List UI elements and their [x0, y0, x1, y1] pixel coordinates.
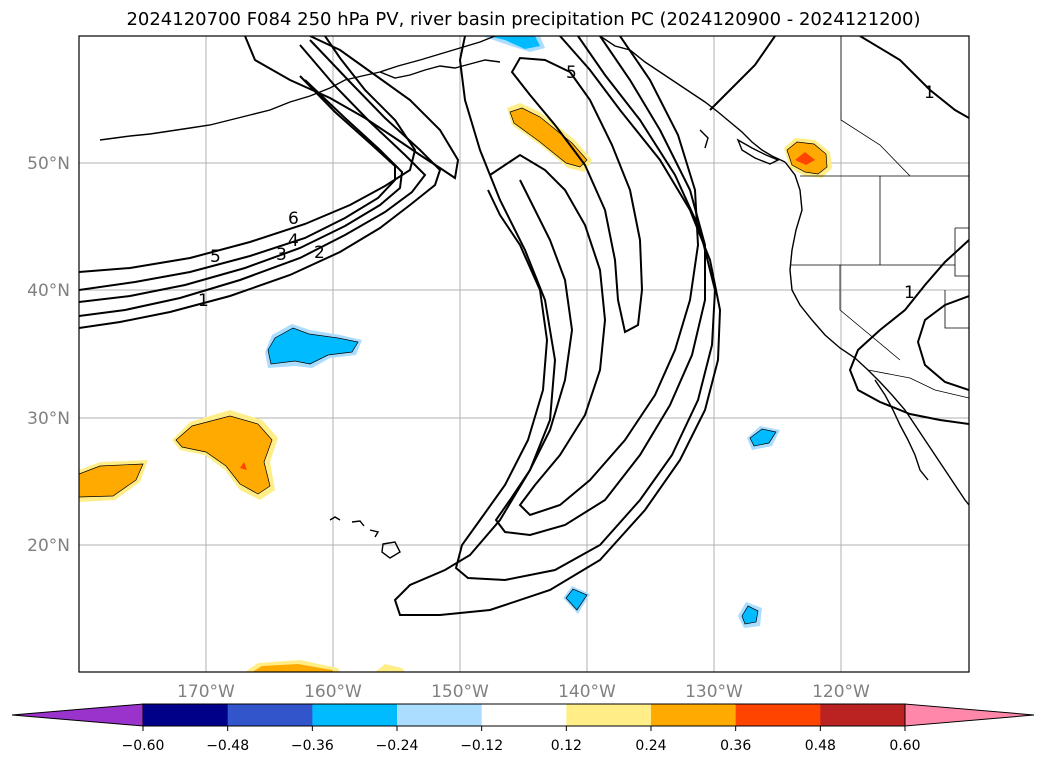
coastlines: [99, 36, 969, 559]
pv-contour-5-west: [79, 36, 417, 273]
pv-contour-1-ridge: [709, 36, 776, 111]
shade-positive-bottom2: [375, 664, 405, 672]
baja-coast: [874, 379, 929, 481]
political-borders: [790, 36, 969, 399]
colorbar: −0.60 −0.48 −0.36 −0.24 −0.12 0.12 0.24 0.36 0.4…: [11, 703, 1035, 754]
contour-labels: 5 6 5 4 3 2 1 1 1: [198, 63, 935, 311]
state-border-4: [954, 227, 969, 277]
shading-outlines: [79, 107, 828, 625]
map-frame: [78, 35, 970, 673]
us-mexico-border: [867, 369, 969, 399]
colorbar-bin: [312, 704, 398, 726]
contour-label-1-west: 1: [198, 291, 209, 311]
colorbar-tick-label: −0.60: [122, 738, 165, 754]
pv-contour-5-lobe: [510, 56, 644, 334]
lat-tick-labels: 50°N 40°N 30°N 20°N: [27, 154, 70, 556]
colorbar-tick-label: 0.60: [889, 738, 920, 754]
colorbar-bin: [566, 704, 652, 726]
alaska-panhandle-coast: [599, 36, 786, 163]
haida-gwaii: [699, 129, 709, 149]
california-nevada-border: [839, 265, 901, 361]
hawaii-big-island: [381, 541, 401, 559]
shade-negative-south: [566, 589, 587, 610]
colorbar-bin: [651, 704, 737, 726]
colorbar-tick-label: −0.48: [206, 738, 249, 754]
shade-negative-central: [268, 328, 358, 364]
shade-positive-edge: [79, 464, 143, 497]
colorbar-bin: [397, 704, 483, 726]
map-plot-area: [79, 36, 969, 672]
pv-contour-1-northeast: [859, 36, 969, 119]
lat-tick-50n: 50°N: [27, 154, 70, 174]
contour-label-5-north: 5: [566, 63, 577, 83]
vancouver-island: [736, 138, 780, 165]
contour-label-5: 5: [210, 247, 221, 267]
contour-label-4: 4: [288, 231, 299, 251]
shade-negative-top: [488, 36, 540, 49]
shade-positive-streak: [510, 108, 587, 167]
pv-contour-1-inner-low: [916, 295, 969, 391]
colorbar-tick-label: 0.36: [720, 738, 751, 754]
pv-contour-1-southwest-us: [848, 239, 969, 425]
shade-negative-southeast: [742, 606, 758, 624]
aleutian-coast: [99, 36, 496, 141]
pv-contour-3-west: [79, 79, 404, 303]
lon-tick-170w: 170°W: [177, 682, 235, 702]
colorbar-tick-label: 0.24: [635, 738, 666, 754]
lon-tick-130w: 130°W: [685, 682, 743, 702]
colorbar-tick-label: −0.24: [376, 738, 419, 754]
colorbar-tick-label: 0.48: [805, 738, 836, 754]
shade-positive-vancouver-core: [795, 152, 815, 165]
contour-label-3: 3: [276, 245, 287, 265]
pv-contour-4-west: [79, 75, 396, 291]
colorbar-bin: [143, 704, 229, 726]
west-coast: [784, 161, 969, 506]
pv-contour-1-west: [79, 39, 442, 329]
colorbar-frame: [142, 703, 906, 727]
colorbar-bin: [735, 704, 821, 726]
lon-tick-160w: 160°W: [304, 682, 362, 702]
colorbar-bin: [481, 704, 567, 726]
lon-tick-140w: 140°W: [558, 682, 616, 702]
pv-contour-6-west: [244, 36, 460, 180]
colorbar-tick-label: −0.12: [460, 738, 503, 754]
lat-tick-30n: 30°N: [27, 409, 70, 429]
map-title: 2024120700 F084 250 hPa PV, river basin …: [126, 9, 921, 30]
lat-tick-20n: 20°N: [27, 536, 70, 556]
colorbar-bin: [820, 704, 906, 726]
colorbar-tick-label: 0.12: [551, 738, 582, 754]
pv-contour-trough-4: [489, 36, 700, 517]
colorbar-bin: [227, 704, 313, 726]
contour-label-1-east: 1: [904, 283, 915, 303]
colorbar-extend-max: [904, 703, 1035, 727]
pv-contour-trough-3: [494, 36, 706, 537]
colorbar-extend-min: [11, 703, 144, 727]
lat-tick-40n: 40°N: [27, 281, 70, 301]
alaska-peninsula-coast: [379, 59, 501, 79]
state-border-3: [944, 290, 969, 329]
lon-tick-150w: 150°W: [431, 682, 489, 702]
contour-label-6: 6: [288, 209, 299, 229]
shade-positive-west: [176, 416, 272, 494]
pv-contour-trough-outer: [393, 36, 722, 616]
shade-positive-west-core: [240, 462, 247, 470]
contour-label-2: 2: [314, 243, 325, 263]
hawaii-kauai: [329, 516, 341, 521]
lon-tick-120w: 120°W: [812, 682, 870, 702]
shade-positive-bottom: [252, 664, 334, 672]
pv-contours: [79, 36, 969, 616]
hawaii-maui: [369, 529, 380, 538]
bc-alberta-border: [840, 36, 911, 177]
hawaii-oahu: [351, 520, 365, 527]
contour-label-1-northeast: 1: [924, 83, 935, 103]
lon-tick-labels: 170°W 160°W 150°W 140°W 130°W 120°W: [177, 682, 870, 702]
colorbar-tick-label: −0.36: [291, 738, 334, 754]
